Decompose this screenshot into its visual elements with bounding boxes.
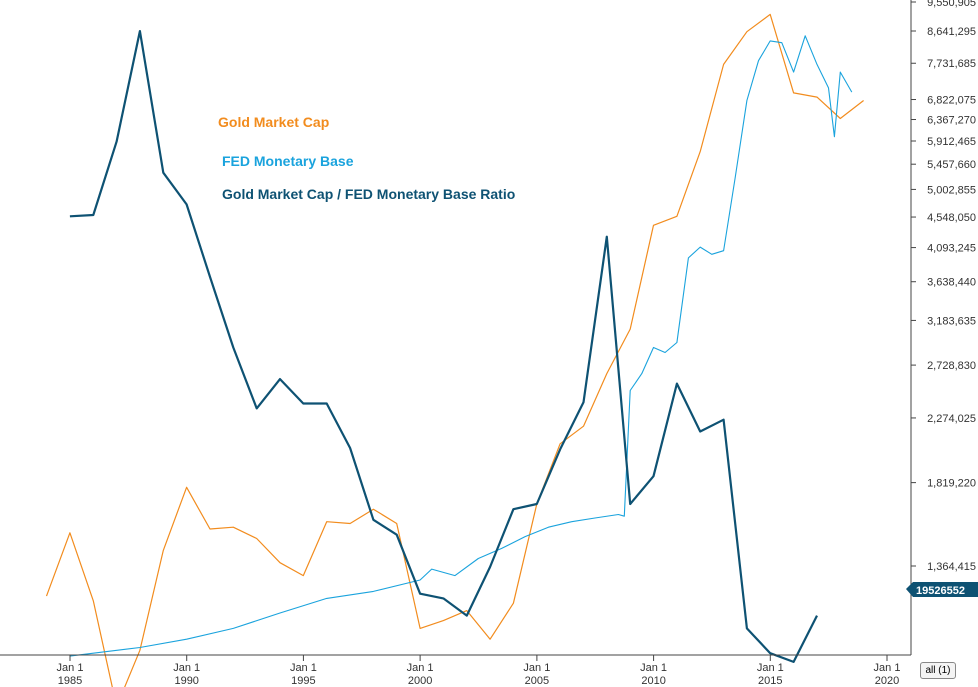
y-tick-label: 5,002,855 (927, 184, 976, 196)
y-tick-label: 6,822,075 (927, 95, 976, 107)
y-tick-label: 2,728,830 (927, 360, 976, 372)
x-tick-year: 2005 (525, 675, 549, 687)
x-tick-year: 1985 (58, 675, 82, 687)
x-tick-label: Jan 1 (173, 662, 200, 674)
y-tick-label: 6,367,270 (927, 115, 976, 127)
y-tick-label: 1,819,220 (927, 478, 976, 490)
y-tick-label: 2,274,025 (927, 413, 976, 425)
y-tick-label: 3,638,440 (927, 277, 976, 289)
x-tick-label: Jan 1 (523, 662, 550, 674)
y-tick-label: 1,364,415 (927, 561, 976, 573)
x-tick-label: Jan 1 (874, 662, 901, 674)
legend-label: Gold Market Cap / FED Monetary Base Rati… (222, 186, 515, 202)
ratio-line (69, 30, 818, 664)
y-tick-label: 8,641,295 (927, 26, 976, 38)
x-tick-label: Jan 1 (407, 662, 434, 674)
x-tick-year: 1990 (174, 675, 198, 687)
y-tick-label: 3,183,635 (927, 315, 976, 327)
current-value-text: 19526552 (916, 585, 965, 597)
series-layer (45, 13, 864, 687)
fed-monetary-base-line (69, 35, 853, 657)
x-tick-year: 2020 (875, 675, 899, 687)
x-tick-label: Jan 1 (290, 662, 317, 674)
x-tick-label: Jan 1 (57, 662, 84, 674)
current-value-badge: 19526552 (906, 582, 978, 597)
legend: Gold Market Cap FED Monetary Base Gold M… (218, 114, 515, 202)
y-tick-label: 7,731,685 (927, 58, 976, 70)
y-tick-label: 9,550,905 (927, 0, 976, 9)
legend-label: FED Monetary Base (222, 153, 354, 169)
y-tick-label: 5,912,465 (927, 136, 976, 148)
y-tick-label: 4,548,050 (927, 212, 976, 224)
y-tick-label: 4,093,245 (927, 243, 976, 255)
x-tick-year: 1995 (291, 675, 315, 687)
y-axis: 1,364,415 1,819,220 2,274,025 2,728,830 3,18… (911, 0, 976, 573)
y-tick-label: 5,457,660 (927, 159, 976, 171)
x-tick-year: 2015 (758, 675, 782, 687)
x-tick-label: Jan 1 (640, 662, 667, 674)
gold-market-cap-line (45, 13, 864, 687)
x-tick-year: 2000 (408, 675, 432, 687)
x-tick-label: Jan 1 (757, 662, 784, 674)
x-tick-year: 2010 (641, 675, 665, 687)
legend-label: Gold Market Cap (218, 114, 329, 130)
range-all-button[interactable]: all (1) (920, 662, 956, 679)
